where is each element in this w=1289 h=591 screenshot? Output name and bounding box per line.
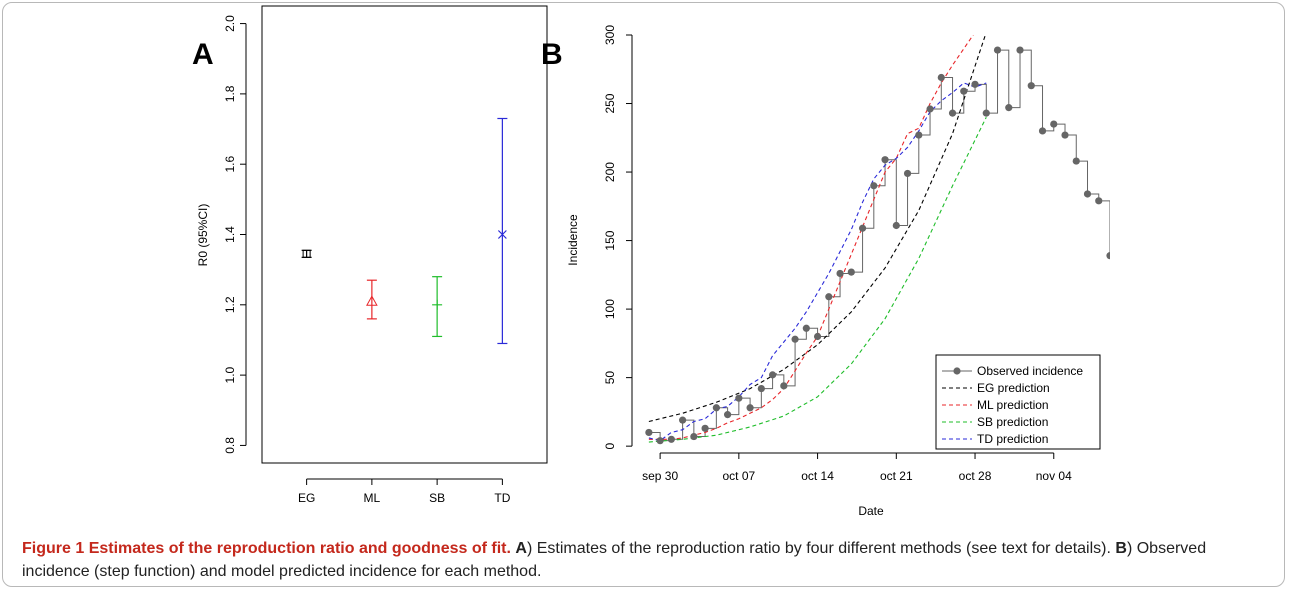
observed-incidence-point: [757, 384, 765, 393]
panel-b-letter: B: [541, 38, 563, 71]
panel-b-x-tick-label: sep 30: [642, 469, 678, 483]
observed-incidence-point: [982, 109, 990, 117]
panel-b-x-axis-label: Date: [858, 504, 884, 518]
observed-incidence-point: [656, 437, 664, 445]
panel-a-y-tick-label: 1.4: [223, 226, 237, 243]
legend-label-sb: SB prediction: [977, 415, 1048, 429]
panel-a-y-tick-label: 1.2: [223, 296, 237, 313]
observed-incidence-point: [903, 169, 912, 178]
panel-a-x-tick-label: EG: [298, 491, 315, 505]
panel-b-y-tick-label: 250: [603, 93, 617, 113]
point-sb: [432, 299, 443, 310]
figure-caption: Figure 1 Estimates of the reproduction r…: [22, 537, 1272, 583]
observed-incidence-point: [915, 131, 923, 139]
caption-part-a-text: ) Estimates of the reproduction ratio by…: [526, 540, 1111, 557]
panel-b-y-tick-label: 200: [603, 162, 617, 182]
panel-b-x-tick-label: oct 28: [959, 469, 992, 483]
panel-a-y-axis-label: R0 (95%CI): [196, 204, 210, 267]
panel-b-chart: 0 50 100 150 200 250 300 Incidence sep 30 oct 07 o…: [566, 25, 1110, 518]
observed-incidence-point: [645, 428, 653, 437]
observed-incidence-point: [813, 332, 822, 341]
observed-incidence-point: [1106, 252, 1110, 260]
observed-incidence-point: [926, 105, 934, 113]
panel-a-chart: 0.8 1.0 1.2 1.4 1.6 1.8 2.0 R0 (95%CI) EG ML SB TD: [196, 5, 548, 505]
observed-incidence-point: [791, 335, 799, 343]
observed-incidence-point: [892, 221, 900, 230]
panel-b-x-tick-label: oct 07: [722, 469, 755, 483]
observed-incidence-point: [690, 432, 698, 441]
legend-observed-marker: [953, 367, 961, 375]
caption-title: Estimates of the reproduction ratio and …: [88, 540, 511, 557]
caption-part-a-label: A: [515, 540, 527, 557]
legend-label-eg: EG prediction: [977, 381, 1050, 395]
series-line-sb-prediction: [648, 116, 987, 443]
panel-b-y-tick-label: 150: [603, 230, 617, 250]
legend-label-observed: Observed incidence: [977, 364, 1083, 378]
point-eg: [302, 249, 311, 258]
observed-incidence-point: [735, 394, 743, 402]
panel-a-y-tick-label: 2.0: [223, 15, 237, 32]
observed-incidence-point: [667, 435, 675, 443]
observed-incidence-point: [881, 156, 889, 164]
panel-a-y-tick-label: 1.8: [223, 85, 237, 102]
observed-incidence-point: [847, 268, 855, 276]
panel-a-plot-box: [261, 5, 548, 464]
observed-incidence-point: [870, 182, 878, 190]
legend-label-ml: ML prediction: [977, 398, 1049, 412]
panel-a-x-tick-label: SB: [429, 491, 445, 505]
observed-incidence-point: [1016, 46, 1024, 54]
observed-incidence-point: [1095, 197, 1103, 205]
caption-part-b-label: B: [1115, 540, 1127, 557]
panel-b-y-axis-label: Incidence: [566, 214, 580, 266]
observed-incidence-point: [960, 87, 968, 95]
series-line-ml-prediction: [648, 35, 974, 440]
observed-incidence-point: [1005, 104, 1013, 112]
observed-incidence-point: [993, 46, 1002, 54]
observed-incidence-point: [836, 269, 844, 278]
point-ml: [366, 295, 378, 306]
observed-incidence-point: [701, 424, 709, 432]
observed-incidence-point: [1061, 131, 1069, 139]
observed-incidence-point: [712, 404, 720, 412]
panel-a-y-tick-label: 1.6: [223, 156, 237, 173]
panel-a-x-tick-label: TD: [494, 491, 510, 505]
observed-incidence-point: [1050, 120, 1058, 128]
panel-b-plot-area: [645, 35, 1110, 445]
panel-b-y-tick-label: 50: [603, 371, 617, 385]
legend-label-td: TD prediction: [977, 432, 1048, 446]
observed-incidence-point: [948, 109, 957, 117]
panel-a-y-tick-label: 1.0: [223, 366, 237, 383]
observed-incidence-point: [1083, 190, 1092, 198]
observed-incidence-point: [746, 404, 754, 412]
observed-incidence-point: [724, 411, 732, 419]
panel-a-x-tick-label: ML: [364, 491, 381, 505]
observed-incidence-point: [780, 382, 788, 390]
panel-b-x-tick-label: nov 04: [1036, 469, 1072, 483]
observed-incidence-point: [1027, 82, 1035, 90]
observed-incidence-point: [937, 73, 945, 82]
observed-incidence-point: [768, 371, 777, 379]
panel-b-x-tick-label: oct 21: [880, 469, 913, 483]
observed-incidence-point: [971, 80, 979, 88]
observed-incidence-point: [1072, 157, 1080, 165]
caption-figure-label: Figure 1: [22, 540, 85, 557]
observed-incidence-point: [825, 293, 833, 301]
point-td: [497, 230, 507, 239]
panel-b-x-tick-label: oct 14: [801, 469, 834, 483]
panel-a-y-tick-label: 0.8: [223, 437, 237, 454]
observed-incidence-point: [802, 324, 810, 332]
panel-b-legend: Observed incidence EG prediction ML predic…: [935, 354, 1101, 450]
observed-incidence-point: [679, 416, 687, 424]
panel-a-letter: A: [192, 38, 214, 71]
observed-incidence-point: [1038, 127, 1047, 135]
panel-b-y-tick-label: 300: [603, 25, 617, 45]
figure-chart: A B 0.8 1.0 1.2 1.4 1.6 1.8 2.0 R0 (95%CI) EG ML S…: [192, 5, 1110, 518]
observed-incidence-point: [858, 224, 867, 232]
panel-b-y-tick-label: 0: [603, 442, 617, 449]
panel-b-y-tick-label: 100: [603, 299, 617, 319]
series-line-eg-prediction: [648, 35, 986, 423]
caption-part-b-text: ) Observed incidence (step function) and…: [22, 540, 1207, 580]
